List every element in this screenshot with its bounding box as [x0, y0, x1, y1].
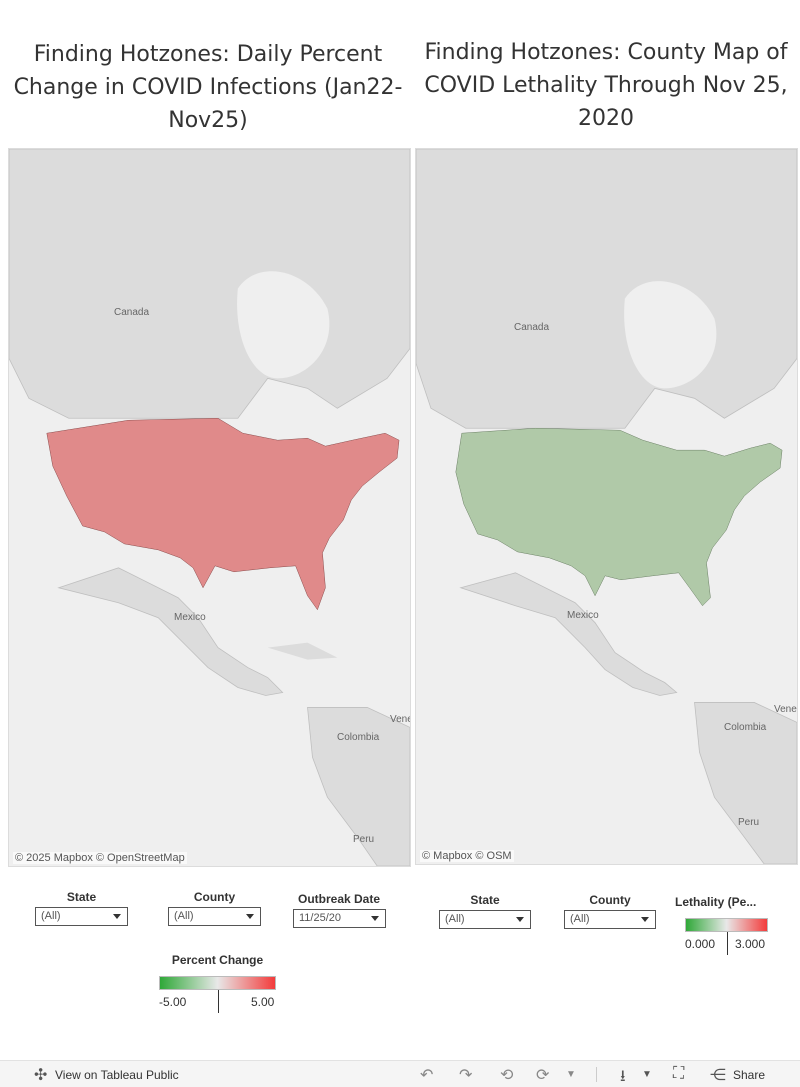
county-filter-value: (All) [174, 910, 194, 922]
canada-label: Canada [114, 307, 150, 318]
venezuela-label: Vene [390, 714, 411, 725]
refresh-icon[interactable]: ⟳ [536, 1067, 550, 1084]
hudson-bay-water [237, 271, 330, 379]
share-icon[interactable]: ⋲ [710, 1067, 726, 1084]
usa-counties [46, 417, 400, 611]
percent-change-max-value: 5.00 [251, 995, 275, 1009]
county-filter-label: County [193, 890, 236, 904]
mexico-label: Mexico [174, 612, 206, 623]
right-state-filter-value: (All) [445, 913, 465, 925]
outbreak-date-value: 11/25/20 [299, 912, 342, 924]
lethality-map[interactable]: Canada Mexico Colombia Vene Peru © Mapbo… [415, 148, 798, 865]
redo-icon[interactable]: ↷ [459, 1067, 473, 1084]
chevron-down-icon [113, 914, 121, 919]
right-state-filter-select[interactable]: (All) [439, 910, 531, 929]
usa-counties-right [455, 427, 783, 607]
south-america-land [307, 707, 410, 866]
tableau-logo-icon[interactable]: ✣ [34, 1067, 48, 1084]
lethality-max-value: 3.000 [735, 937, 766, 951]
lethality-min-value: 0.000 [685, 937, 716, 951]
map-attribution-left[interactable]: © 2025 Mapbox © OpenStreetMap [13, 852, 187, 864]
right-map-title: Finding Hotzones: County Map of COVID Le… [424, 40, 788, 131]
right-county-filter-select[interactable]: (All) [564, 910, 656, 929]
north-america-land-right [416, 149, 797, 429]
colombia-label-right: Colombia [724, 722, 767, 733]
percent-change-legend-title: Percent Change [171, 953, 264, 967]
chevron-down-icon [641, 917, 649, 922]
lethality-legend-marker [727, 932, 728, 955]
chevron-down-icon [516, 917, 524, 922]
right-county-filter-value: (All) [570, 913, 590, 925]
mexico-land [57, 567, 284, 696]
view-on-tableau-link[interactable]: View on Tableau Public [55, 1068, 179, 1082]
right-county-filter-label: County [589, 893, 631, 907]
mexico-label-right: Mexico [567, 610, 599, 621]
outbreak-date-filter-label: Outbreak Date [297, 892, 381, 906]
chevron-down-icon [246, 914, 254, 919]
chevron-down-icon[interactable]: ▼ [566, 1069, 576, 1080]
chevron-down-icon[interactable]: ▼ [642, 1069, 652, 1080]
undo-icon[interactable]: ↶ [420, 1067, 434, 1084]
colombia-label: Colombia [337, 732, 380, 743]
right-state-filter-label: State [470, 893, 500, 907]
percent-change-color-ramp[interactable] [159, 976, 276, 990]
mexico-land-right [459, 572, 678, 696]
percent-change-min-value: -5.00 [159, 995, 187, 1009]
outbreak-date-select[interactable]: 11/25/20 [293, 909, 386, 928]
map-canvas-left [9, 149, 410, 866]
download-icon[interactable]: ⭳ [620, 1068, 626, 1085]
south-america-land-right [694, 702, 797, 864]
map-canvas-right [416, 149, 797, 864]
peru-label-right: Peru [738, 817, 760, 828]
chevron-down-icon [371, 916, 379, 921]
peru-label: Peru [353, 834, 375, 845]
canada-label-right: Canada [514, 322, 550, 333]
county-filter-select[interactable]: (All) [168, 907, 261, 926]
tableau-toolbar: ✣ View on Tableau Public ↶ ↷ ⟲ ⟳ ▼ ⭳ ▼ ⛶… [0, 1060, 800, 1087]
revert-icon[interactable]: ⟲ [500, 1067, 514, 1084]
percent-change-legend-marker [218, 990, 219, 1013]
lethality-legend-title: Lethality (Pe... [675, 895, 757, 909]
hudson-bay-water-right [624, 281, 717, 389]
map-attribution-right[interactable]: © Mapbox © OSM [420, 850, 514, 862]
left-map-title: Finding Hotzones: Daily Percent Change i… [13, 42, 403, 133]
caribbean-land [267, 642, 338, 660]
venezuela-label-right: Vene [774, 704, 797, 715]
fullscreen-icon[interactable]: ⛶ [673, 1065, 685, 1082]
toolbar-divider [596, 1067, 597, 1082]
state-filter-label: State [66, 890, 97, 904]
lethality-color-ramp[interactable] [685, 918, 768, 932]
state-filter-select[interactable]: (All) [35, 907, 128, 926]
share-button[interactable]: Share [733, 1068, 766, 1082]
north-america-land [9, 149, 410, 419]
percent-change-map[interactable]: Canada Mexico Colombia Vene Peru © 2025 … [8, 148, 411, 867]
state-filter-value: (All) [41, 910, 61, 922]
